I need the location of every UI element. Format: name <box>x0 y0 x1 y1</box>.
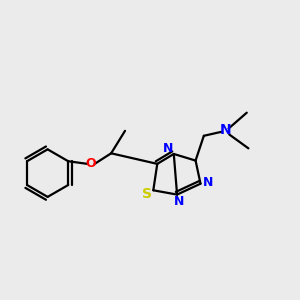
Text: N: N <box>163 142 174 154</box>
Text: S: S <box>142 187 152 201</box>
Text: O: O <box>85 158 96 170</box>
Text: N: N <box>202 176 213 188</box>
Text: N: N <box>173 195 184 208</box>
Text: N: N <box>220 123 231 137</box>
